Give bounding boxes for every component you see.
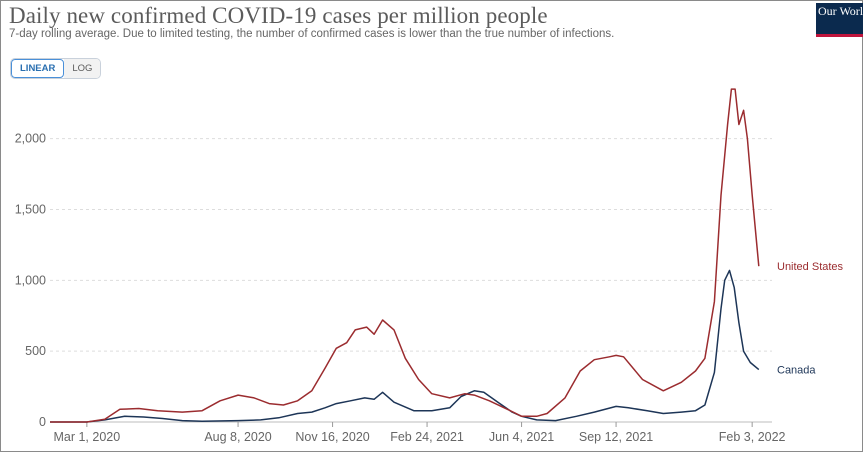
y-tick-label: 1,500 [15, 203, 46, 217]
y-tick-label: 500 [25, 344, 46, 358]
logo-text: Our World in Data [818, 4, 863, 18]
scale-toggle: LINEAR LOG [10, 58, 102, 79]
x-tick-label: Aug 8, 2020 [204, 430, 271, 444]
series-line-canada [50, 269, 760, 423]
x-tick-label: Mar 1, 2020 [53, 430, 120, 444]
page-title: Daily new confirmed COVID-19 cases per m… [9, 3, 548, 28]
chart-subtitle: 7-day rolling average. Due to limited te… [9, 28, 615, 40]
series-label-canada: Canada [777, 365, 816, 377]
series-label-united-states: United States [777, 261, 844, 273]
x-tick-label: Jun 4, 2021 [489, 430, 554, 444]
logo-stripe [816, 34, 863, 37]
x-tick-label: Sep 12, 2021 [579, 430, 653, 444]
y-tick-label: 2,000 [15, 132, 46, 146]
x-tick-label: Feb 24, 2021 [390, 430, 464, 444]
y-tick-label: 1,000 [15, 273, 46, 287]
linear-scale-button[interactable]: LINEAR [11, 59, 65, 78]
owid-logo[interactable]: Our World in Data [816, 3, 863, 37]
log-scale-button[interactable]: LOG [64, 59, 101, 78]
y-tick-label: 0 [39, 415, 46, 429]
x-tick-label: Nov 16, 2020 [295, 430, 369, 444]
x-tick-label: Feb 3, 2022 [719, 430, 786, 444]
series-line-united-states [50, 88, 760, 423]
